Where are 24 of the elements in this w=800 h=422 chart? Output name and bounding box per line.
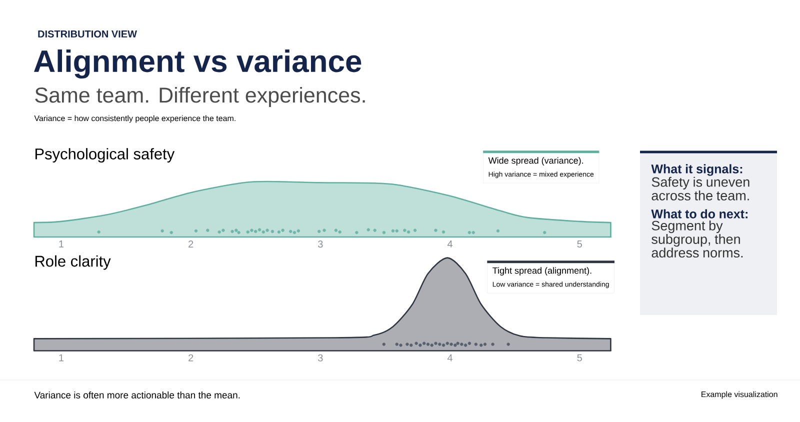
text: Wide spread (variance). bbox=[488, 157, 583, 166]
text: What it signals: bbox=[651, 164, 742, 176]
annotation: Tight spread (alignment). bbox=[492, 267, 592, 276]
text: Example visualization bbox=[702, 391, 778, 399]
x-tick-label: 5 bbox=[577, 240, 582, 248]
x-tick-label: 3 bbox=[318, 354, 323, 362]
chart-title: Role clarity bbox=[35, 255, 111, 270]
text: What to do next: bbox=[651, 209, 748, 218]
chart-title: Psychological safety bbox=[35, 148, 175, 163]
x-tick-label: 2 bbox=[188, 354, 194, 362]
x-tick-label: 3 bbox=[318, 240, 323, 248]
x-tick-label: 2 bbox=[188, 240, 194, 248]
x-tick-label: 1 bbox=[59, 240, 64, 248]
x-tick-label: 4 bbox=[447, 354, 452, 362]
text: Segment by subgroup, then address norms. bbox=[652, 220, 743, 258]
x-tick-label: 4 bbox=[447, 240, 452, 248]
text: Variance is often more actionable than the mean. bbox=[34, 391, 240, 398]
x-tick-label: 1 bbox=[59, 354, 64, 362]
text: Variance = how consistently people experience the team. bbox=[34, 115, 236, 123]
text: Alignment vs variance bbox=[34, 49, 362, 79]
text: Safety is uneven across the team. bbox=[652, 176, 750, 200]
text: Same team. Different experiences. bbox=[35, 86, 365, 108]
text: DISTRIBUTION VIEW bbox=[38, 30, 137, 38]
x-tick-label: 5 bbox=[577, 354, 582, 362]
